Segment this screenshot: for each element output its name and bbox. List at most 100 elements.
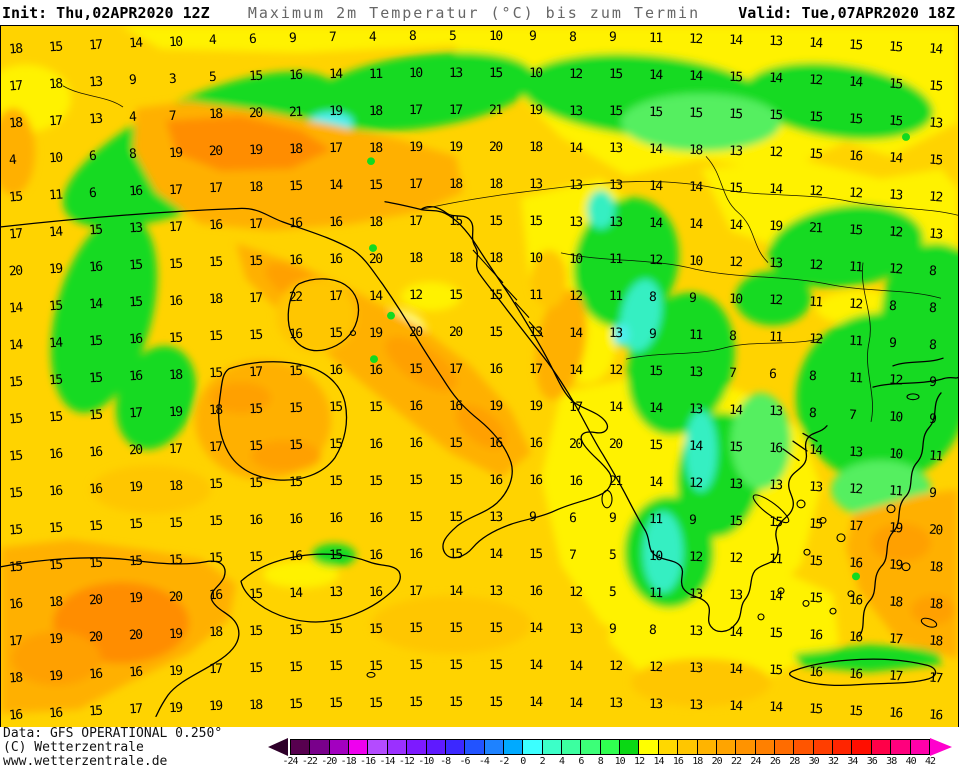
colorbar-cells	[290, 739, 930, 755]
temp-value: 15	[248, 401, 262, 418]
temp-value: 12	[568, 288, 582, 304]
temp-value: 14	[648, 400, 662, 417]
temp-value: 14	[368, 288, 382, 304]
temp-value: 13	[688, 660, 702, 677]
colorbar-tick-label: 30	[808, 756, 820, 767]
temp-value: 20	[608, 436, 622, 453]
temperature-map: 18 15 17 14 10 4 6 9 7 4 8 5 10 9 8 9 11 12 14 13 14 15 15 14 17…	[0, 25, 959, 728]
temp-value: 12	[888, 372, 903, 388]
temp-value: 15	[88, 703, 103, 720]
temp-value: 10	[168, 34, 183, 50]
temp-value: 15	[768, 626, 783, 642]
temp-value: 13	[728, 143, 742, 160]
colorbar-tick-label: 2	[539, 756, 546, 767]
italy-coastline	[1, 201, 613, 559]
colorbar-cell	[368, 740, 388, 754]
temp-value: 19	[168, 626, 183, 642]
temp-value: 13	[688, 586, 702, 603]
temp-value: 14	[768, 182, 783, 198]
temp-value: 15	[208, 365, 222, 382]
temp-value: 19	[528, 103, 542, 119]
colorbar-tick-label: 34	[847, 756, 858, 767]
temp-value: 15	[448, 695, 462, 711]
colorbar-left-arrow	[268, 738, 288, 756]
temp-value: 16	[248, 512, 262, 529]
temp-value: 15	[288, 474, 302, 491]
temp-value: 16	[328, 511, 342, 527]
footer-bar: Data: GFS OPERATIONAL 0.250° (C) Wetterz…	[0, 727, 959, 770]
temp-value: 14	[688, 216, 702, 233]
colorbar-cell	[639, 740, 659, 754]
temp-value: 11	[768, 330, 783, 346]
temp-value: 15	[408, 695, 422, 711]
temp-value: 8	[808, 405, 816, 422]
temp-value: 15	[728, 106, 742, 123]
temp-value: 15	[8, 522, 23, 539]
temp-value: 15	[888, 76, 903, 92]
temp-value: 14	[648, 67, 662, 84]
temp-value: 6	[88, 148, 96, 165]
temp-value: 12	[808, 183, 823, 200]
colorbar-tick-label: 28	[789, 756, 800, 767]
temp-value: 9	[888, 335, 896, 351]
temp-value: 16	[88, 481, 103, 498]
colorbar-cell	[465, 740, 485, 754]
temp-value: 15	[448, 473, 462, 489]
colorbar-cell	[542, 740, 563, 754]
temp-value: 15	[208, 513, 222, 530]
temperature-colorbar: -24 -22 -20 -18 -16 -14 -12 -10 -8 -6 -4 -2 0 2 4 6 8 10 1…	[268, 738, 959, 769]
country-borders	[62, 85, 958, 422]
temp-value: 15	[768, 515, 783, 531]
temp-value: 13	[688, 623, 702, 640]
temp-value: 15	[288, 696, 302, 713]
temp-value: 13	[568, 214, 582, 230]
temperature-value-grid: 18 15 17 14 10 4 6 9 7 4 8 5 10 9 8 9 11 12 14 13 14 15 15 14 17…	[1, 26, 958, 727]
temp-value: 11	[848, 259, 863, 275]
temp-value: 13	[688, 401, 702, 418]
temp-value: 15	[88, 370, 103, 387]
temp-value: 14	[568, 325, 582, 341]
temp-value: 8	[928, 263, 936, 279]
temp-value: 13	[328, 585, 342, 601]
temp-value: 19	[328, 104, 342, 120]
temp-value: 8	[568, 29, 576, 45]
temp-value: 4	[128, 110, 136, 126]
temp-value: 14	[568, 362, 582, 378]
temp-value: 20	[568, 436, 582, 452]
temp-value: 16	[288, 215, 302, 232]
colorbar-cell	[697, 740, 717, 754]
colorbar-cell	[523, 740, 543, 754]
temp-value: 16	[128, 331, 143, 348]
temp-value: 17	[448, 103, 462, 119]
header-bar: Init: Thu,02APR2020 12Z Maximum 2m Tempe…	[0, 0, 959, 25]
temp-value: 15	[728, 180, 742, 197]
temp-value: 12	[648, 659, 662, 676]
temp-value: 16	[848, 555, 863, 571]
temp-value: 7	[848, 407, 856, 423]
temp-value: 16	[8, 596, 23, 613]
temp-value: 15	[168, 552, 183, 568]
temp-value: 8	[928, 300, 936, 316]
island-outlines	[349, 249, 938, 678]
temp-value: 15	[368, 399, 382, 415]
temp-value: 17	[248, 364, 262, 381]
sicily-coastline	[240, 553, 401, 623]
temp-value: 11	[528, 288, 542, 304]
colorbar-cell	[910, 740, 929, 754]
colorbar-tick-label: 36	[866, 756, 878, 767]
temp-value: 10	[688, 253, 702, 270]
temp-value: 15	[8, 411, 23, 428]
temp-value: 15	[888, 113, 903, 129]
temp-value: 16	[8, 707, 23, 724]
temp-value: 18	[888, 594, 903, 610]
temp-value: 14	[728, 624, 742, 641]
temp-value: 15	[808, 590, 823, 607]
colorbar-cell	[678, 740, 698, 754]
temp-value: 15	[608, 103, 622, 120]
temp-value: 9	[528, 510, 536, 526]
temp-value: 18	[488, 176, 502, 193]
colorbar-tick-label: -8	[440, 756, 451, 767]
colorbar-tick-label: 20	[711, 756, 723, 767]
temp-value: 19	[168, 700, 183, 716]
colorbar-cell	[774, 740, 795, 754]
